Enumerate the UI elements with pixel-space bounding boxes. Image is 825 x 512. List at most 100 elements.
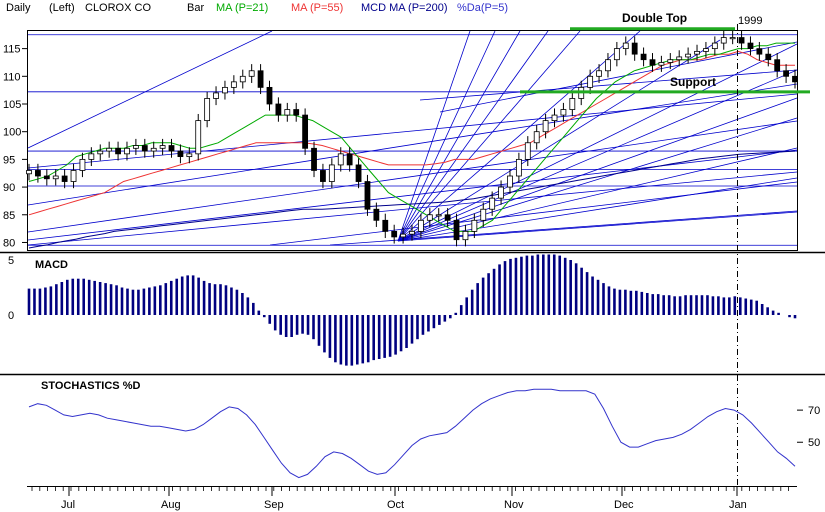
candle-body [257,70,264,88]
candle-body [774,59,781,72]
x-month-label: Jul [61,499,75,511]
fan-trendline [397,177,798,242]
candle-body [498,186,504,199]
candle-body [533,131,540,144]
fan-trendline [397,117,798,242]
ma55-line [28,50,795,216]
candle-body [70,170,77,182]
price-y-tick-label: 95 [3,154,15,166]
candle-body [293,109,300,116]
candle-body [141,145,148,152]
fan-trendline [397,43,798,242]
stochastics-y-ticks: 70 50 [797,405,820,449]
candle-body [444,214,451,221]
fan-trendline [397,30,471,242]
candle-body [765,53,772,61]
candle-body [462,230,469,241]
fan-trendline [397,30,521,242]
x-axis: Jul Aug Sep Oct Nov Dec Jan [31,486,789,511]
candle-body [783,70,789,77]
price-y-tick-label: 115 [3,44,21,56]
candle-body [106,147,113,152]
double-top-label: Double Top [622,11,687,25]
price-y-tick-label: 90 [3,182,15,194]
candle-body [453,219,460,241]
candle-body [35,170,41,177]
scale-label: (Left) [49,2,75,14]
candle-body [284,109,291,116]
candle-body [132,145,139,149]
macd-y-tick-label: 0 [8,310,14,322]
candle-body [542,120,549,133]
chart-header: Daily (Left) CLOROX CO Bar MA (P=21) MA … [6,2,762,27]
candle-body [435,214,442,217]
candle-body [177,150,184,158]
year-label: 1999 [738,15,762,27]
macd-panel: MACD 50 [8,254,797,366]
stochastics-line [28,388,796,479]
candle-body [613,48,620,61]
candle-body [79,158,86,171]
candle-body [124,147,130,155]
candle-body [186,153,193,158]
ma200-legend: MCD MA (P=200) [361,2,448,14]
candle-body [311,147,317,171]
channel-trendline [329,210,798,246]
price-panel-frame [27,30,798,251]
candle-body [150,147,157,152]
stochastics-panel: STOCHASTICS %D 70 50 [28,380,820,479]
candle-body [507,175,513,188]
candle-body [471,219,478,232]
candle-body [792,75,798,83]
da-legend: %Da(P=5) [457,2,508,14]
fan-trendline [397,69,798,242]
company-label: CLOROX CO [85,2,151,14]
horizontal-levels [28,34,797,246]
channel-trendline [27,30,273,149]
candle-body [266,86,273,105]
x-month-label: Oct [387,499,404,511]
candle-body [480,208,487,221]
candle-body [667,59,674,63]
candle-body [328,164,335,182]
candle-body [738,37,745,44]
candle-body [596,70,602,77]
candle-body [204,98,211,122]
channel-trendline [269,181,798,246]
candle-body [337,153,344,166]
candle-body [320,170,326,182]
price-y-ticks: 80 85 90 95 100 105 110 115 [3,44,28,249]
price-y-tick-label: 110 [3,71,21,83]
candle-body [391,230,398,238]
trendlines [27,30,798,246]
candle-body [168,145,175,152]
stochastics-title: STOCHASTICS %D [41,380,140,392]
ma21-line [28,42,795,232]
candle-body [631,42,638,55]
x-month-label: Nov [504,499,524,511]
macd-y-tick-label: 5 [8,255,14,267]
candle-body [489,197,496,210]
fan-trendline [397,30,581,242]
candle-body [729,37,736,40]
candle-body [426,214,433,221]
x-month-label: Aug [161,499,181,511]
candle-body [88,153,95,160]
candle-body [364,181,371,210]
candle-body [640,53,647,61]
candle-body [275,103,282,116]
candle-body [239,75,246,83]
candle-body [115,147,121,155]
candle-body [605,59,611,72]
candle-body [515,158,522,177]
candle-body [649,59,656,66]
price-y-tick-label: 105 [3,99,21,111]
channel-trendline [27,120,798,233]
fan-trendline [397,30,549,242]
fan-trendline [397,39,721,242]
candle-body [382,219,389,232]
fan-trendline [397,30,496,242]
candle-body [747,42,754,50]
x-month-label: Sep [264,499,284,511]
